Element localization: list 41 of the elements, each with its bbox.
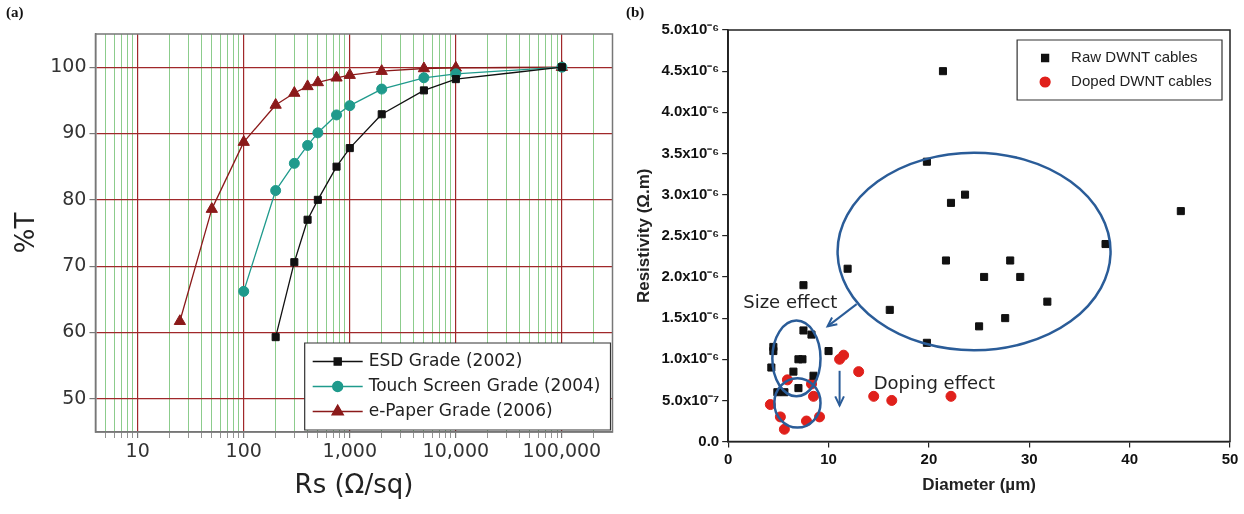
x-tick-label: 10 xyxy=(125,439,150,462)
y-tick-label: 2.5x10⁻⁶ xyxy=(661,225,720,243)
legend-label: Raw DWNT cables xyxy=(1071,48,1198,66)
y-tick-label: 80 xyxy=(62,186,87,209)
annotation: Size effect xyxy=(743,291,838,313)
x-tick-label: 30 xyxy=(1020,449,1038,467)
x-tick-label: 20 xyxy=(920,449,938,467)
legend-label: Touch Screen Grade (2004) xyxy=(367,374,601,395)
y-tick-label: 0.0 xyxy=(698,431,720,449)
y-tick-label: 2.0x10⁻⁶ xyxy=(661,267,720,285)
x-axis-title: Rs (Ω/sq) xyxy=(294,469,414,500)
y-tick-label: 3.0x10⁻⁶ xyxy=(661,184,720,202)
y-tick-label: 60 xyxy=(62,319,87,342)
legend-label: Doped DWNT cables xyxy=(1071,72,1212,90)
text: (b) xyxy=(626,4,645,22)
legend-label: ESD Grade (2002) xyxy=(368,349,523,370)
annotation: Doping effect xyxy=(873,371,996,393)
y-tick-label: 3.5x10⁻⁶ xyxy=(661,143,720,161)
y-tick-label: 4.0x10⁻⁶ xyxy=(661,102,720,120)
x-tick-label: 1,000 xyxy=(322,439,377,462)
y-axis-title: Resistivity (Ω.m) xyxy=(633,168,653,304)
x-axis-title: Diameter (µm) xyxy=(922,475,1036,495)
x-tick-label: 100,000 xyxy=(522,439,602,462)
y-tick-label: 1.5x10⁻⁶ xyxy=(661,308,720,326)
y-tick-label: 50 xyxy=(62,385,87,408)
x-tick-label: 40 xyxy=(1121,449,1138,467)
y-tick-label: 90 xyxy=(62,120,87,143)
x-tick-label: 50 xyxy=(1221,449,1239,467)
y-tick-label: 5.0x10⁻⁶ xyxy=(661,20,720,38)
x-tick-label: 10,000 xyxy=(422,439,490,462)
y-axis-title: %T xyxy=(10,212,41,254)
text: (a) xyxy=(6,4,24,22)
y-tick-label: 4.5x10⁻⁶ xyxy=(661,61,720,79)
legend-label: e-Paper Grade (2006) xyxy=(368,399,553,420)
y-tick-label: 1.0x10⁻⁶ xyxy=(661,349,720,367)
x-tick-label: 100 xyxy=(225,439,262,462)
y-tick-label: 5.0x10⁻⁷ xyxy=(662,390,720,408)
x-tick-label: 0 xyxy=(724,449,733,467)
x-tick-label: 10 xyxy=(820,449,837,467)
y-tick-label: 70 xyxy=(62,253,87,276)
y-tick-label: 100 xyxy=(50,54,87,77)
